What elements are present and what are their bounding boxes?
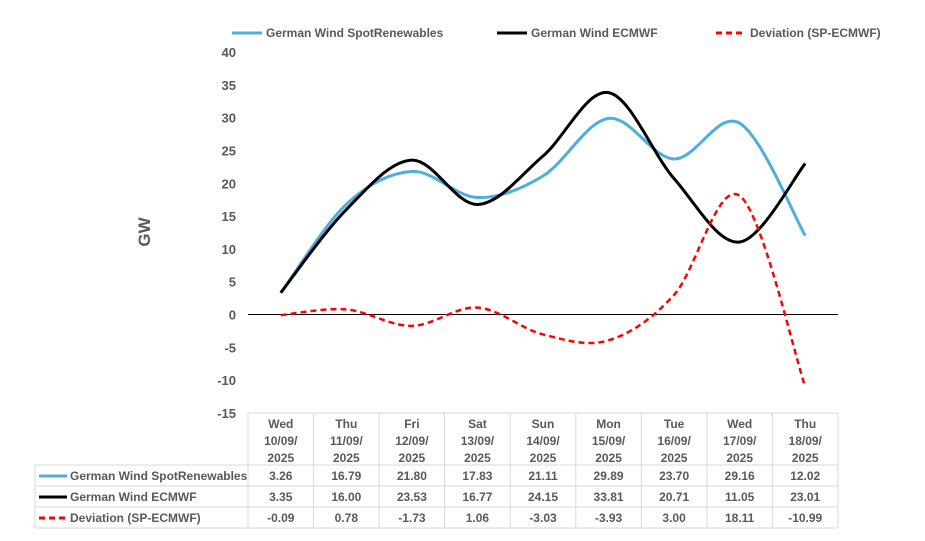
x-category-label: Mon — [596, 417, 621, 431]
y-tick-label: 35 — [222, 78, 236, 93]
x-category-label: 12/09/ — [395, 434, 429, 448]
table-cell-value: 12.02 — [790, 469, 820, 483]
table-row-label: Deviation (SP-ECMWF) — [70, 511, 201, 525]
x-category-label: Sun — [532, 417, 555, 431]
table-cell-value: 11.05 — [725, 490, 755, 504]
x-category-label: 2025 — [726, 451, 753, 465]
table-cell-value: 1.06 — [466, 511, 490, 525]
table-cell-value: 23.01 — [790, 490, 820, 504]
x-category-label: 2025 — [792, 451, 819, 465]
x-category-label: 2025 — [530, 451, 557, 465]
y-tick-label: -5 — [224, 340, 236, 355]
x-category-label: 2025 — [661, 451, 688, 465]
legend-label: German Wind SpotRenewables — [266, 26, 444, 40]
series-line-german-wind-ecmwf — [279, 91, 807, 294]
y-tick-label: 40 — [222, 45, 236, 60]
x-category-label: Sat — [468, 417, 487, 431]
table-cell-value: -3.93 — [595, 511, 623, 525]
table-cell-value: 20.71 — [659, 490, 689, 504]
x-category-label: 18/09/ — [789, 434, 823, 448]
table-cell-value: -3.03 — [529, 511, 557, 525]
table-cell-value: 24.15 — [528, 490, 558, 504]
table-cell-value: 18.11 — [725, 511, 755, 525]
x-category-label: Thu — [794, 417, 816, 431]
x-category-label: 11/09/ — [330, 434, 363, 448]
legend-label: Deviation (SP-ECMWF) — [750, 26, 881, 40]
table-cell-value: 3.00 — [662, 511, 686, 525]
table-cell-value: 29.16 — [725, 469, 755, 483]
table-cell-value: 17.83 — [462, 469, 492, 483]
legend-label: German Wind ECMWF — [531, 26, 658, 40]
table-cell-value: 21.80 — [397, 469, 427, 483]
x-category-label: 16/09/ — [657, 434, 691, 448]
y-tick-label: -15 — [217, 406, 236, 421]
x-category-label: Wed — [727, 417, 752, 431]
y-tick-label: 30 — [222, 111, 236, 126]
table-row-label: German Wind SpotRenewables — [70, 469, 248, 483]
series-line-deviation-sp-ecmwf- — [280, 192, 807, 388]
y-tick-label: 20 — [222, 176, 236, 191]
table-cell-value: 16.79 — [331, 469, 361, 483]
x-category-label: Fri — [404, 417, 419, 431]
y-tick-label: 10 — [222, 242, 236, 257]
table-cell-value: 3.35 — [269, 490, 293, 504]
table-cell-value: 23.70 — [659, 469, 689, 483]
table-cell-value: 16.77 — [462, 490, 492, 504]
series-line-german-wind-spotrenewables — [279, 116, 807, 295]
table-cell-value: -0.09 — [267, 511, 295, 525]
x-category-label: 10/09/ — [264, 434, 298, 448]
y-tick-label: 15 — [222, 209, 236, 224]
table-cell-value: 16.00 — [331, 490, 361, 504]
x-category-label: 2025 — [333, 451, 360, 465]
table-cell-value: 3.26 — [269, 469, 293, 483]
x-category-label: Wed — [268, 417, 293, 431]
table-cell-value: 23.53 — [397, 490, 427, 504]
table-row-label: German Wind ECMWF — [70, 490, 197, 504]
table-cell-value: -1.73 — [398, 511, 426, 525]
x-category-label: 2025 — [595, 451, 622, 465]
y-tick-label: 0 — [229, 308, 236, 323]
y-tick-label: 25 — [222, 143, 236, 158]
y-axis-label: GW — [135, 216, 154, 246]
y-tick-label: -10 — [217, 373, 236, 388]
x-category-label: 13/09/ — [461, 434, 495, 448]
x-category-label: Thu — [335, 417, 357, 431]
table-cell-value: 0.78 — [335, 511, 359, 525]
x-category-label: 2025 — [399, 451, 426, 465]
table-cell-value: 29.89 — [594, 469, 624, 483]
x-category-label: 2025 — [267, 451, 294, 465]
table-cell-value: 33.81 — [594, 490, 624, 504]
x-category-label: 15/09/ — [592, 434, 626, 448]
y-tick-label: 5 — [229, 275, 236, 290]
table-cell-value: -10.99 — [788, 511, 822, 525]
x-category-label: 17/09/ — [723, 434, 757, 448]
x-category-label: Tue — [664, 417, 685, 431]
x-category-label: 14/09/ — [526, 434, 560, 448]
table-cell-value: 21.11 — [528, 469, 558, 483]
x-category-label: 2025 — [464, 451, 491, 465]
